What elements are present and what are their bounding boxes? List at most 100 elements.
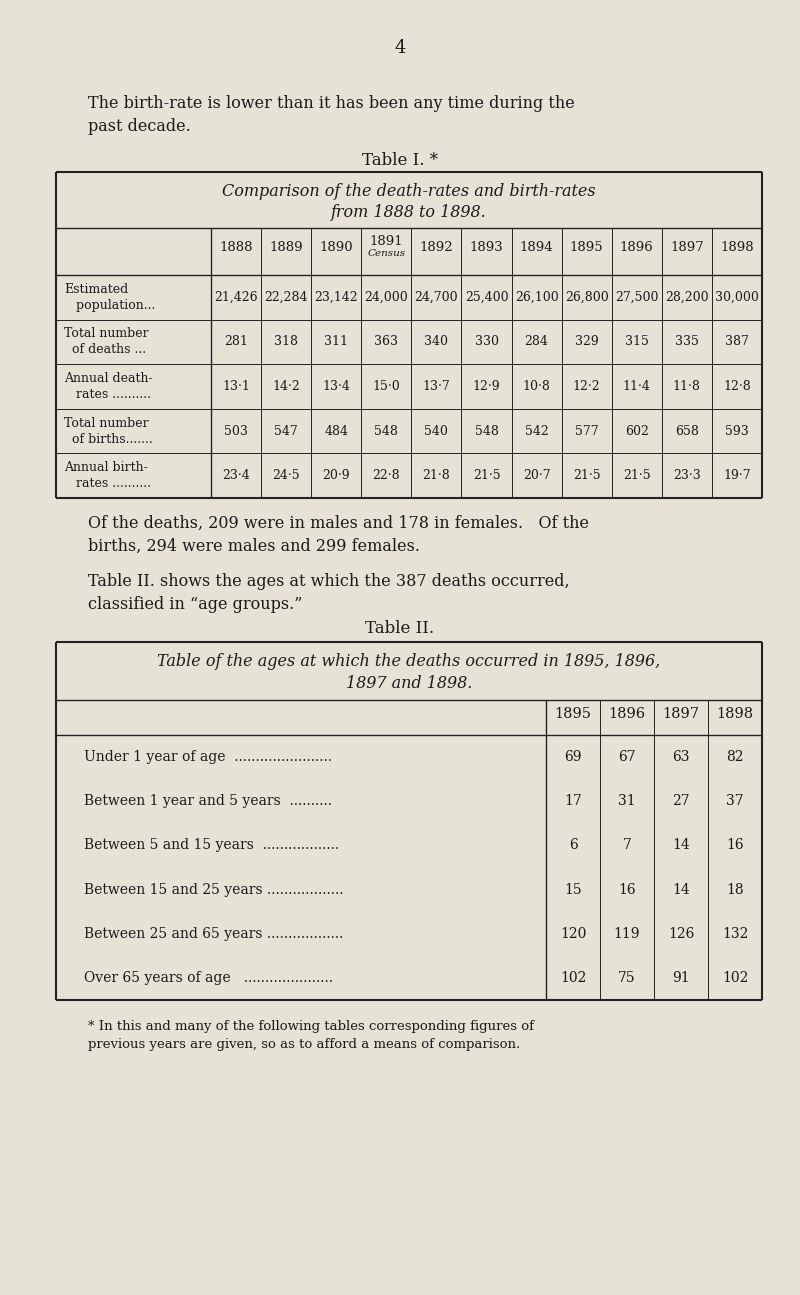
Text: 16: 16: [726, 838, 744, 852]
Text: 1898: 1898: [717, 707, 754, 721]
Text: 24,700: 24,700: [414, 291, 458, 304]
Text: 602: 602: [625, 425, 649, 438]
Text: 69: 69: [564, 750, 582, 764]
Text: Between 1 year and 5 years  ..........: Between 1 year and 5 years ..........: [84, 794, 332, 808]
Text: 11·4: 11·4: [623, 379, 650, 392]
Text: 1889: 1889: [270, 241, 303, 254]
Text: 335: 335: [675, 335, 699, 348]
Text: 18: 18: [726, 883, 744, 896]
Text: 120: 120: [560, 927, 586, 940]
Text: Annual birth-: Annual birth-: [64, 461, 148, 474]
Text: 21·5: 21·5: [573, 469, 601, 482]
Text: Total number: Total number: [64, 328, 149, 341]
Text: * In this and many of the following tables corresponding figures of: * In this and many of the following tabl…: [88, 1020, 534, 1033]
Text: 1888: 1888: [219, 241, 253, 254]
Text: 484: 484: [324, 425, 348, 438]
Text: 67: 67: [618, 750, 636, 764]
Text: 1896: 1896: [620, 241, 654, 254]
Text: Table II.: Table II.: [366, 620, 434, 637]
Text: past decade.: past decade.: [88, 118, 190, 135]
Text: 12·8: 12·8: [723, 379, 751, 392]
Text: from 1888 to 1898.: from 1888 to 1898.: [331, 205, 487, 221]
Text: 20·9: 20·9: [322, 469, 350, 482]
Text: 31: 31: [618, 794, 636, 808]
Text: 21,426: 21,426: [214, 291, 258, 304]
Text: 330: 330: [474, 335, 498, 348]
Text: 15·0: 15·0: [373, 379, 400, 392]
Text: 1898: 1898: [720, 241, 754, 254]
Text: Annual death-: Annual death-: [64, 372, 153, 385]
Text: 577: 577: [575, 425, 598, 438]
Text: 17: 17: [564, 794, 582, 808]
Text: 281: 281: [224, 335, 248, 348]
Text: 1891: 1891: [370, 234, 403, 249]
Text: previous years are given, so as to afford a means of comparison.: previous years are given, so as to affor…: [88, 1039, 520, 1052]
Text: 503: 503: [224, 425, 248, 438]
Text: of deaths ...: of deaths ...: [64, 343, 146, 356]
Text: 102: 102: [722, 971, 748, 985]
Text: 14: 14: [672, 838, 690, 852]
Text: 63: 63: [672, 750, 690, 764]
Text: Between 5 and 15 years  ..................: Between 5 and 15 years .................…: [84, 838, 339, 852]
Text: 13·7: 13·7: [422, 379, 450, 392]
Text: 1894: 1894: [520, 241, 554, 254]
Text: Table I. *: Table I. *: [362, 152, 438, 170]
Text: 20·7: 20·7: [522, 469, 550, 482]
Text: 7: 7: [622, 838, 631, 852]
Text: 311: 311: [324, 335, 348, 348]
Text: 329: 329: [575, 335, 598, 348]
Text: 1893: 1893: [470, 241, 503, 254]
Text: 24·5: 24·5: [272, 469, 300, 482]
Text: 1896: 1896: [609, 707, 646, 721]
Text: 318: 318: [274, 335, 298, 348]
Text: 10·8: 10·8: [522, 379, 550, 392]
Text: 23·3: 23·3: [673, 469, 701, 482]
Text: 593: 593: [725, 425, 749, 438]
Text: Estimated: Estimated: [64, 282, 128, 295]
Text: 26,800: 26,800: [565, 291, 609, 304]
Text: The birth-rate is lower than it has been any time during the: The birth-rate is lower than it has been…: [88, 95, 574, 111]
Text: births, 294 were males and 299 females.: births, 294 were males and 299 females.: [88, 537, 420, 556]
Text: 1895: 1895: [570, 241, 603, 254]
Text: 27,500: 27,500: [615, 291, 658, 304]
Text: 1897: 1897: [662, 707, 699, 721]
Text: 1897 and 1898.: 1897 and 1898.: [346, 675, 472, 692]
Text: 16: 16: [618, 883, 636, 896]
Text: 14·2: 14·2: [272, 379, 300, 392]
Text: classified in “age groups.”: classified in “age groups.”: [88, 596, 302, 613]
Text: Over 65 years of age   .....................: Over 65 years of age ...................…: [84, 971, 333, 985]
Text: Comparison of the death-rates and birth-rates: Comparison of the death-rates and birth-…: [222, 183, 596, 199]
Text: Of the deaths, 209 were in males and 178 in females.   Of the: Of the deaths, 209 were in males and 178…: [88, 515, 589, 532]
Text: 75: 75: [618, 971, 636, 985]
Text: rates ..........: rates ..........: [64, 388, 151, 401]
Text: of births.......: of births.......: [64, 433, 153, 445]
Text: Between 15 and 25 years ..................: Between 15 and 25 years ................…: [84, 883, 343, 896]
Text: 363: 363: [374, 335, 398, 348]
Text: 13·1: 13·1: [222, 379, 250, 392]
Text: 1890: 1890: [319, 241, 353, 254]
Text: 82: 82: [726, 750, 744, 764]
Text: 21·5: 21·5: [623, 469, 650, 482]
Text: 12·9: 12·9: [473, 379, 500, 392]
Text: 24,000: 24,000: [365, 291, 408, 304]
Text: 542: 542: [525, 425, 549, 438]
Text: 22·8: 22·8: [373, 469, 400, 482]
Text: 4: 4: [394, 39, 406, 57]
Text: 658: 658: [675, 425, 699, 438]
Text: 26,100: 26,100: [514, 291, 558, 304]
Text: 15: 15: [564, 883, 582, 896]
Text: Table II. shows the ages at which the 387 deaths occurred,: Table II. shows the ages at which the 38…: [88, 572, 570, 591]
Text: 37: 37: [726, 794, 744, 808]
Text: 548: 548: [474, 425, 498, 438]
Text: 21·5: 21·5: [473, 469, 500, 482]
Text: 340: 340: [425, 335, 449, 348]
Text: 6: 6: [569, 838, 578, 852]
Text: 27: 27: [672, 794, 690, 808]
Text: 25,400: 25,400: [465, 291, 508, 304]
Text: 1895: 1895: [554, 707, 591, 721]
Text: population...: population...: [64, 299, 155, 312]
Text: Total number: Total number: [64, 417, 149, 430]
Text: 119: 119: [614, 927, 640, 940]
Text: 1892: 1892: [419, 241, 454, 254]
Text: 548: 548: [374, 425, 398, 438]
